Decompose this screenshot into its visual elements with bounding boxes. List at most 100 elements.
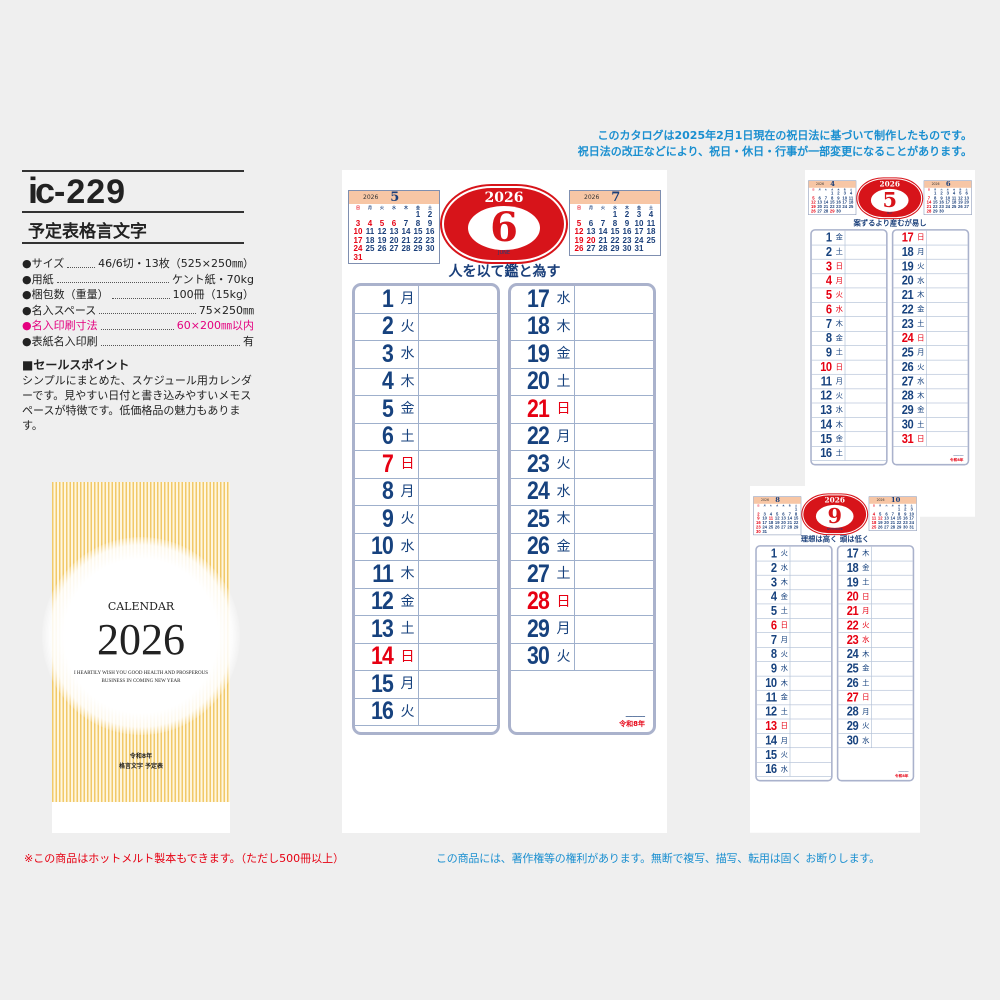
sales-point-body: シンプルにまとめた、スケジュール用カレンダーです。見やすい日付と書き込みやすいメ… xyxy=(22,374,252,432)
spec-value: ケント紙・70kg xyxy=(171,272,254,286)
day-row: 13 水 xyxy=(811,403,887,418)
mini-day: 31 xyxy=(762,529,767,534)
day-number: 26 xyxy=(901,359,914,375)
spec-label: ●名入スペース xyxy=(22,303,97,317)
day-number: 21 xyxy=(527,394,550,423)
weekday: 木 xyxy=(397,368,419,395)
day-row: 16 土 xyxy=(811,446,887,461)
weekday: 金 xyxy=(553,341,575,368)
day-number: 21 xyxy=(846,603,859,619)
mini-day: 18 xyxy=(848,199,854,205)
day-number: 23 xyxy=(846,632,859,647)
mini-day: 4 xyxy=(367,218,373,228)
day-row: 18 月 xyxy=(893,245,968,260)
mini-day: 22 xyxy=(829,204,835,209)
weekday: 月 xyxy=(397,478,419,505)
day-row: 10 木 xyxy=(756,676,832,691)
emblem-year: 2026 xyxy=(824,496,845,505)
weekday: 火 xyxy=(397,506,419,533)
mini-grid: 日月火水木金土 1 2 3 4 5 6 7 8 9 10 11 12 13 14 15 16 17 18 19 20 21… xyxy=(869,504,916,530)
weekday: 日 xyxy=(834,360,846,374)
spec-row: ●梱包数（重量） 100冊（15kg） xyxy=(22,287,254,303)
day-number: 30 xyxy=(901,416,914,432)
day-row: 12 土 xyxy=(756,704,832,720)
day-number: 6 xyxy=(825,301,832,317)
mini-day: 26 xyxy=(774,524,780,530)
spec-value: 60×200㎜以内 xyxy=(176,319,254,333)
day-number: 10 xyxy=(371,532,394,561)
mini-day: 3 xyxy=(636,210,642,219)
mini-day: 15 xyxy=(829,199,835,205)
day-number: 30 xyxy=(527,642,550,671)
motto: 理想は高く 頭は低く xyxy=(800,535,870,544)
day-row: 22 火 xyxy=(838,618,913,633)
mini-day: 11 xyxy=(951,195,957,201)
weekday: 金 xyxy=(834,432,846,446)
mini-day: 10 xyxy=(634,218,644,228)
mini-year: 2026 xyxy=(876,498,885,503)
day-number: 25 xyxy=(901,345,914,360)
day-number: 16 xyxy=(371,697,394,726)
day-number: 18 xyxy=(527,312,550,341)
mini-day: 24 xyxy=(762,524,767,530)
calendar-sheet-5: 2026 4 日月火水木金土 1 2 3 4 5 6 7 8 9 10 11 12 13 14 15 16 17 18 1… xyxy=(805,170,975,517)
mini-day: 11 xyxy=(365,227,375,236)
mini-day: 7 xyxy=(824,195,828,201)
divider xyxy=(22,170,244,172)
spec-label: ●名入印刷寸法 xyxy=(22,319,98,333)
spec-value: 46/6切・13枚（525×250㎜） xyxy=(98,257,254,270)
day-row: 28 木 xyxy=(893,388,968,404)
day-number: 22 xyxy=(901,301,914,317)
day-number: 7 xyxy=(770,632,777,647)
day-number: 9 xyxy=(382,504,394,533)
weekday-label: 金 xyxy=(904,504,907,507)
day-row: 11 木 xyxy=(355,560,497,589)
mini-calendar-header: 2026 4 xyxy=(808,180,856,188)
day-row: 27 土 xyxy=(511,560,653,589)
mini-day: 13 xyxy=(817,199,822,205)
mini-day: 21 xyxy=(823,204,829,209)
spec-row: ●名入スペース 75×250㎜ xyxy=(22,303,254,319)
day-row: 23 水 xyxy=(838,632,913,648)
day-number: 2 xyxy=(825,244,832,260)
mini-day: 6 xyxy=(965,190,968,196)
weekday: 月 xyxy=(779,733,791,748)
mini-day: 9 xyxy=(757,515,760,521)
weekday: 月 xyxy=(834,273,846,288)
mini-day: 13 xyxy=(964,195,969,201)
weekday-label: 火 xyxy=(885,504,888,507)
mini-month: 8 xyxy=(775,496,780,505)
weekday: 日 xyxy=(915,331,927,346)
day-row: 26 火 xyxy=(893,359,968,375)
day-number: 6 xyxy=(382,422,394,451)
weekday: 日 xyxy=(915,230,927,245)
weekday: 土 xyxy=(553,561,575,588)
catalog-notice: このカタログは2025年2月1日現在の祝日法に基づいて制作したものです。 祝日法… xyxy=(578,128,972,160)
mini-calendar-prev: 2026 8 日月火水木金土 1 2 3 4 5 6 7 8 9 10 11 12 13 14 15 16 17 18 1… xyxy=(753,496,802,536)
day-row: 23 火 xyxy=(511,450,653,479)
mini-day: 23 xyxy=(622,235,632,245)
mini-day: 7 xyxy=(788,511,791,517)
day-row: 21 日 xyxy=(511,394,653,424)
day-row: 16 火 xyxy=(355,697,497,726)
mini-day: 27 xyxy=(586,244,596,253)
era-label: 令和8年 xyxy=(894,773,909,778)
mini-day: 6 xyxy=(391,218,397,228)
mini-year: 2026 xyxy=(584,194,600,201)
day-number: 19 xyxy=(901,258,914,274)
day-row: 29 月 xyxy=(511,615,653,644)
mini-day: 18 xyxy=(768,520,774,525)
mini-day: 23 xyxy=(939,204,944,209)
mini-month: 6 xyxy=(945,180,951,189)
weekday: 木 xyxy=(860,647,872,662)
day-number: 11 xyxy=(765,689,777,705)
day-number: 22 xyxy=(527,422,550,451)
weekday-label: 木 xyxy=(898,504,901,507)
mini-month: 5 xyxy=(390,190,400,205)
weekday-label: 月 xyxy=(818,188,821,191)
